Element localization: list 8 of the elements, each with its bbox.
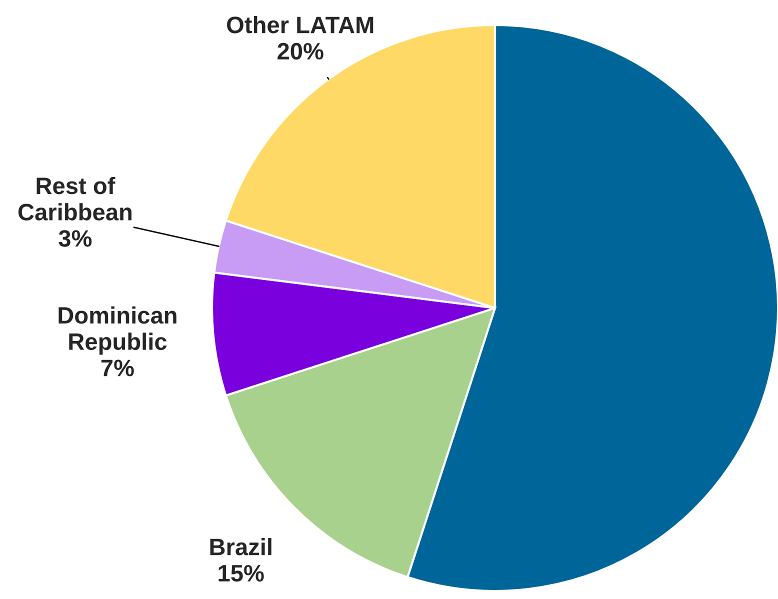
data-label: 20%: [278, 42, 324, 60]
data-label: 15%: [218, 564, 264, 582]
slice-label: Brazil: [210, 538, 272, 556]
slice-label: Other LATAM: [227, 16, 374, 34]
data-label: 7%: [101, 360, 134, 376]
slice-label: Dominican Republic: [58, 306, 176, 355]
slice-label: Rest of Caribbean: [18, 176, 132, 220]
data-label: 3%: [58, 230, 92, 247]
